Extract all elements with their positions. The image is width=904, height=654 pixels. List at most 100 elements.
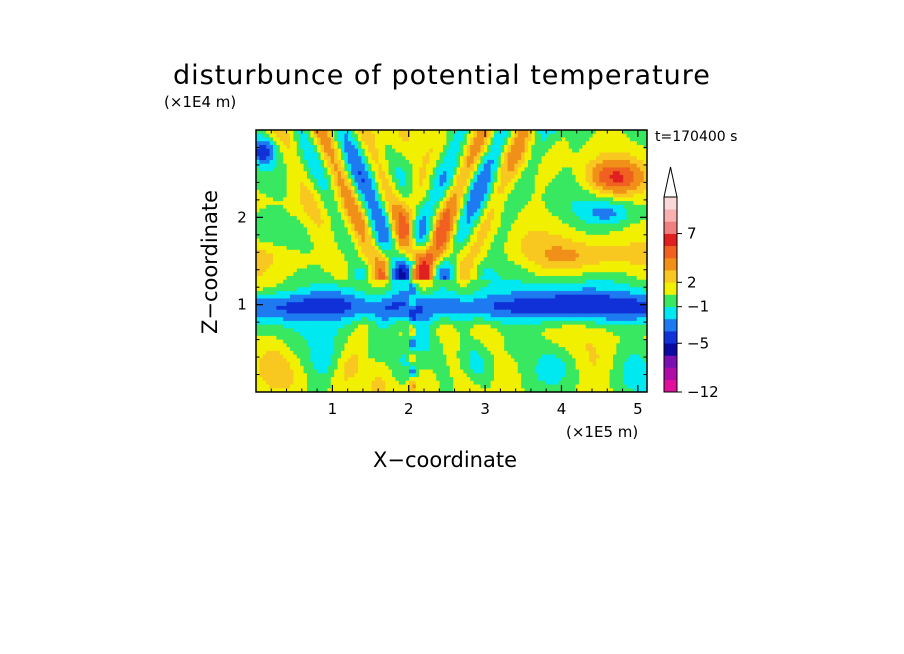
field-cell bbox=[310, 343, 315, 348]
field-cell bbox=[398, 182, 403, 187]
field-cell bbox=[456, 238, 461, 243]
field-cell bbox=[412, 317, 417, 322]
field-cell bbox=[419, 197, 424, 202]
field-cell bbox=[395, 309, 400, 314]
field-cell bbox=[361, 380, 366, 386]
field-cell bbox=[412, 148, 417, 154]
field-cell bbox=[426, 231, 430, 236]
field-cell bbox=[429, 358, 434, 363]
field-cell bbox=[351, 257, 356, 262]
field-cell bbox=[364, 174, 369, 180]
field-cell bbox=[286, 163, 291, 169]
field-cell bbox=[262, 193, 267, 198]
field-cell bbox=[337, 208, 342, 213]
y-axis-unit: (×1E4 m) bbox=[164, 93, 237, 111]
field-cell bbox=[409, 335, 413, 341]
field-cell bbox=[470, 137, 475, 142]
field-cell bbox=[375, 130, 379, 135]
field-cell bbox=[388, 133, 393, 139]
field-cell bbox=[279, 302, 284, 307]
field-cell bbox=[480, 212, 485, 217]
field-cell bbox=[429, 362, 434, 367]
field-cell bbox=[375, 189, 379, 195]
field-cell bbox=[279, 294, 284, 300]
field-cell bbox=[364, 384, 369, 389]
field-cell bbox=[286, 358, 291, 363]
field-cell bbox=[269, 231, 274, 236]
field-cell bbox=[358, 380, 362, 386]
field-cell bbox=[269, 249, 274, 255]
field-cell bbox=[381, 388, 386, 392]
field-cell bbox=[290, 320, 294, 326]
field-cell bbox=[310, 189, 315, 195]
field-cell bbox=[337, 223, 342, 228]
field-cell bbox=[337, 313, 342, 318]
field-cell bbox=[422, 302, 427, 307]
field-cell bbox=[439, 305, 444, 311]
field-cell bbox=[269, 197, 274, 202]
field-cell bbox=[426, 268, 430, 273]
field-cell bbox=[412, 167, 417, 172]
field-cell bbox=[286, 174, 291, 180]
field-cell bbox=[439, 246, 444, 251]
field-cell bbox=[276, 249, 281, 255]
field-cell bbox=[364, 261, 369, 266]
field-cell bbox=[303, 298, 308, 303]
field-cell bbox=[395, 264, 400, 270]
field-cell bbox=[286, 279, 291, 285]
field-cell bbox=[429, 298, 434, 303]
field-cell bbox=[375, 365, 379, 371]
field-cell bbox=[330, 305, 335, 311]
field-cell bbox=[330, 246, 335, 251]
field-cell bbox=[463, 320, 468, 326]
field-cell bbox=[347, 201, 352, 206]
field-cell bbox=[276, 317, 281, 322]
field-cell bbox=[320, 309, 325, 314]
field-cell bbox=[409, 298, 413, 303]
field-cell bbox=[307, 246, 311, 251]
field-cell bbox=[409, 208, 413, 213]
field-cell bbox=[293, 208, 298, 213]
field-cell bbox=[388, 283, 393, 288]
field-cell bbox=[449, 365, 454, 371]
field-cell bbox=[432, 204, 437, 210]
field-cell bbox=[296, 159, 301, 165]
field-cell bbox=[385, 264, 390, 270]
field-cell bbox=[436, 249, 441, 255]
field-cell bbox=[415, 197, 420, 202]
field-cell bbox=[449, 212, 454, 217]
field-cell bbox=[273, 298, 277, 303]
field-cell bbox=[378, 201, 383, 206]
field-cell bbox=[307, 197, 311, 202]
field-cell bbox=[347, 227, 352, 232]
field-cell bbox=[470, 246, 475, 251]
field-cell bbox=[266, 264, 271, 270]
field-cell bbox=[283, 219, 288, 225]
field-cell bbox=[327, 148, 332, 154]
field-cell bbox=[330, 174, 335, 180]
field-cell bbox=[405, 275, 410, 281]
field-cell bbox=[385, 283, 390, 288]
field-cell bbox=[259, 313, 264, 318]
field-cell bbox=[466, 130, 471, 135]
field-cell bbox=[487, 171, 492, 176]
field-cell bbox=[313, 182, 318, 187]
field-cell bbox=[266, 201, 271, 206]
field-cell bbox=[381, 294, 386, 300]
field-cell bbox=[276, 350, 281, 356]
field-cell bbox=[273, 257, 277, 262]
field-cell bbox=[480, 309, 485, 314]
field-cell bbox=[449, 171, 454, 176]
field-cell bbox=[494, 309, 498, 314]
field-cell bbox=[419, 189, 424, 195]
field-cell bbox=[320, 324, 325, 329]
field-cell bbox=[276, 354, 281, 359]
field-cell bbox=[463, 204, 468, 210]
field-cell bbox=[483, 234, 488, 240]
field-cell bbox=[317, 234, 322, 240]
field-cell bbox=[378, 350, 383, 356]
field-cell bbox=[354, 298, 359, 303]
field-cell bbox=[439, 152, 444, 157]
field-cell bbox=[473, 186, 478, 191]
field-cell bbox=[463, 358, 468, 363]
